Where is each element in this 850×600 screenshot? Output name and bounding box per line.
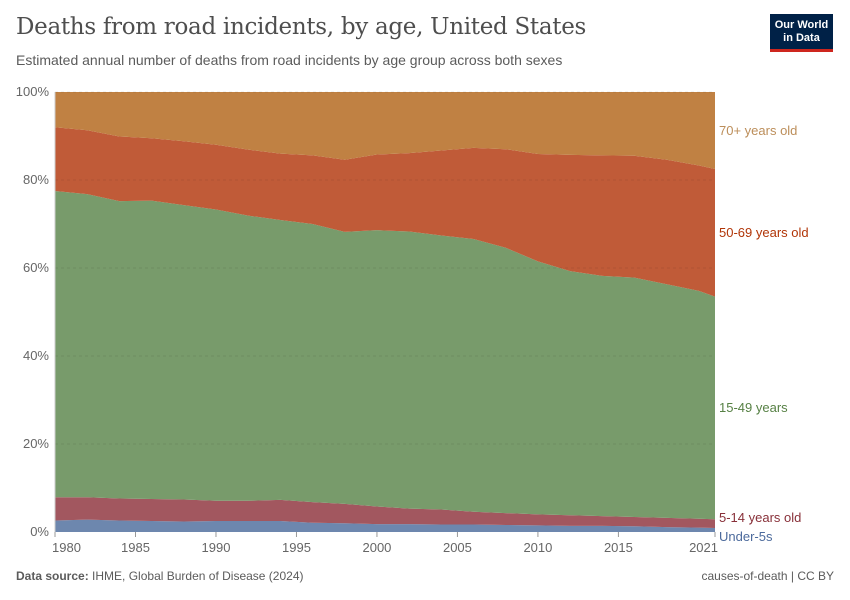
data-source: Data source: IHME, Global Burden of Dise… [16, 569, 303, 583]
source-label: Data source: [16, 569, 89, 583]
y-tick-label: 60% [23, 260, 49, 275]
legend-label[interactable]: 5-14 years old [719, 510, 801, 525]
y-tick-label: 40% [23, 348, 49, 363]
legend-label[interactable]: 15-49 years [719, 400, 788, 415]
legend-label[interactable]: 50-69 years old [719, 225, 809, 240]
y-tick-label: 0% [30, 524, 49, 539]
y-tick-label: 80% [23, 172, 49, 187]
source-text[interactable]: IHME, Global Burden of Disease (2024) [92, 569, 304, 583]
area-under-5s[interactable] [55, 519, 715, 532]
x-tick-label: 2000 [362, 540, 391, 555]
legend-label[interactable]: Under-5s [719, 529, 773, 544]
x-tick-label: 1995 [282, 540, 311, 555]
license[interactable]: causes-of-death | CC BY [701, 569, 834, 583]
x-tick-label: 2021 [689, 540, 718, 555]
x-tick-label: 2015 [604, 540, 633, 555]
y-tick-label: 20% [23, 436, 49, 451]
chart-title: Deaths from road incidents, by age, Unit… [16, 14, 587, 40]
area-70-years-old[interactable] [55, 92, 715, 169]
y-tick-label: 100% [16, 84, 50, 99]
x-tick-label: 1985 [121, 540, 150, 555]
x-tick-label: 2005 [443, 540, 472, 555]
owid-logo[interactable]: Our World in Data [770, 14, 833, 52]
area-15-49-years[interactable] [55, 191, 715, 520]
area-50-69-years-old[interactable] [55, 127, 715, 297]
legend-label[interactable]: 70+ years old [719, 123, 797, 138]
x-tick-label: 1990 [202, 540, 231, 555]
area-5-14-years-old[interactable] [55, 497, 715, 529]
x-tick-label: 1980 [52, 540, 81, 555]
chart-subtitle: Estimated annual number of deaths from r… [16, 52, 563, 68]
x-tick-label: 2010 [523, 540, 552, 555]
